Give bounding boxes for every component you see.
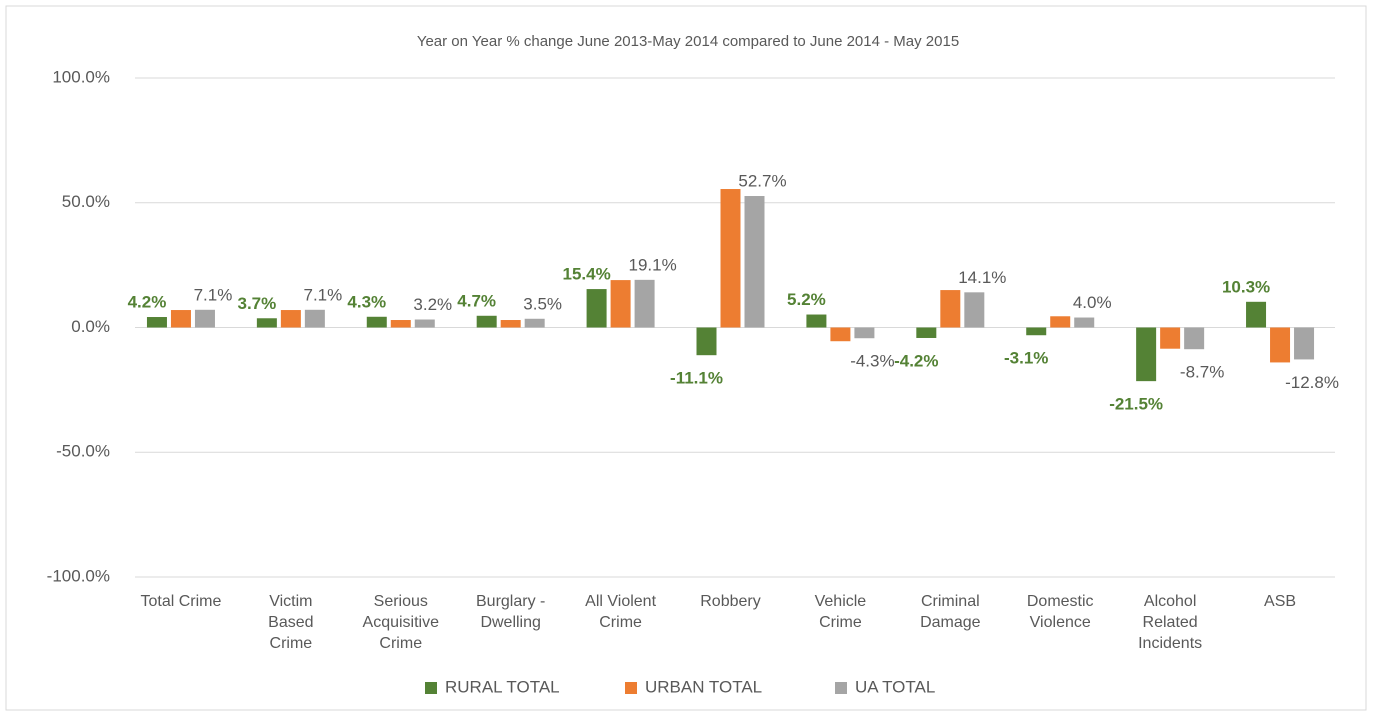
bar bbox=[964, 292, 985, 328]
bar bbox=[696, 327, 717, 356]
data-label: 4.0% bbox=[1073, 293, 1112, 312]
x-tick-label: Domestic Violence bbox=[1027, 593, 1094, 631]
x-tick-label: Total Crime bbox=[141, 593, 222, 610]
x-tick-label: Criminal Damage bbox=[920, 593, 981, 631]
data-label: 7.1% bbox=[303, 285, 342, 304]
legend-label: RURAL TOTAL bbox=[445, 677, 560, 696]
x-tick-label: Vehicle Crime bbox=[815, 593, 867, 631]
y-tick-label: 0.0% bbox=[71, 317, 110, 336]
data-label: 4.2% bbox=[128, 293, 167, 312]
data-label: -21.5% bbox=[1109, 395, 1163, 414]
legend-swatch bbox=[835, 682, 847, 694]
data-label: -8.7% bbox=[1180, 363, 1224, 382]
data-label: 5.2% bbox=[787, 290, 826, 309]
bar bbox=[830, 327, 851, 342]
bar bbox=[744, 196, 765, 328]
x-tick-label: Robbery bbox=[700, 593, 760, 610]
data-label: -4.2% bbox=[894, 351, 938, 370]
bar bbox=[1270, 327, 1291, 363]
legend-label: URBAN TOTAL bbox=[645, 677, 762, 696]
bar bbox=[720, 189, 741, 328]
legend-swatch bbox=[425, 682, 437, 694]
bar bbox=[1136, 327, 1157, 382]
data-label: 4.7% bbox=[457, 291, 496, 310]
bar bbox=[1246, 301, 1267, 328]
y-tick-label: 50.0% bbox=[62, 192, 110, 211]
bar bbox=[524, 318, 545, 328]
bar bbox=[634, 279, 655, 328]
x-tick-label: Burglary -Dwelling bbox=[476, 593, 545, 631]
bar bbox=[610, 280, 631, 328]
y-tick-label: -100.0% bbox=[47, 566, 110, 585]
chart-frame bbox=[5, 5, 1367, 711]
bar bbox=[916, 327, 937, 338]
x-tick-label: Alcohol Related Incidents bbox=[1138, 593, 1202, 652]
data-label: 14.1% bbox=[958, 268, 1006, 287]
data-label: -3.1% bbox=[1004, 349, 1048, 368]
bar bbox=[500, 320, 521, 328]
bar bbox=[1294, 327, 1315, 360]
bar bbox=[1026, 327, 1047, 336]
data-label: 10.3% bbox=[1222, 277, 1270, 296]
x-tick-label: Victim Based Crime bbox=[268, 593, 313, 652]
data-label: 3.5% bbox=[523, 294, 562, 313]
y-tick-label: 100.0% bbox=[52, 67, 110, 86]
bar bbox=[304, 309, 325, 328]
data-label: 52.7% bbox=[738, 171, 786, 190]
data-label: 15.4% bbox=[562, 265, 610, 284]
bar bbox=[146, 317, 167, 328]
data-label: 7.1% bbox=[194, 285, 233, 304]
legend-label: UA TOTAL bbox=[855, 677, 935, 696]
bar bbox=[806, 314, 827, 328]
data-label: 3.7% bbox=[237, 294, 276, 313]
bar bbox=[366, 316, 387, 328]
bar bbox=[1050, 316, 1071, 328]
bar bbox=[476, 315, 497, 328]
bar bbox=[1184, 327, 1205, 350]
bar bbox=[586, 289, 607, 328]
chart-title: Year on Year % change June 2013-May 2014… bbox=[417, 33, 959, 50]
x-tick-label: ASB bbox=[1264, 593, 1296, 610]
bar bbox=[1160, 327, 1181, 349]
data-label: 3.2% bbox=[413, 295, 452, 314]
bar bbox=[414, 319, 435, 328]
bar bbox=[940, 290, 961, 328]
data-label: -12.8% bbox=[1285, 373, 1339, 392]
data-label: 4.3% bbox=[347, 292, 386, 311]
legend-swatch bbox=[625, 682, 637, 694]
bar bbox=[280, 310, 301, 328]
bar bbox=[170, 310, 191, 328]
data-label: -11.1% bbox=[670, 369, 723, 388]
bar bbox=[390, 320, 411, 328]
bar bbox=[194, 309, 215, 328]
bar bbox=[256, 318, 277, 328]
data-label: -4.3% bbox=[850, 352, 894, 371]
bar bbox=[1074, 317, 1095, 328]
bar bbox=[854, 327, 875, 339]
y-tick-label: -50.0% bbox=[56, 442, 110, 461]
data-label: 19.1% bbox=[628, 255, 676, 274]
x-tick-label: All Violent Crime bbox=[585, 593, 656, 631]
x-tick-label: Serious Acquisitive Crime bbox=[363, 593, 440, 652]
